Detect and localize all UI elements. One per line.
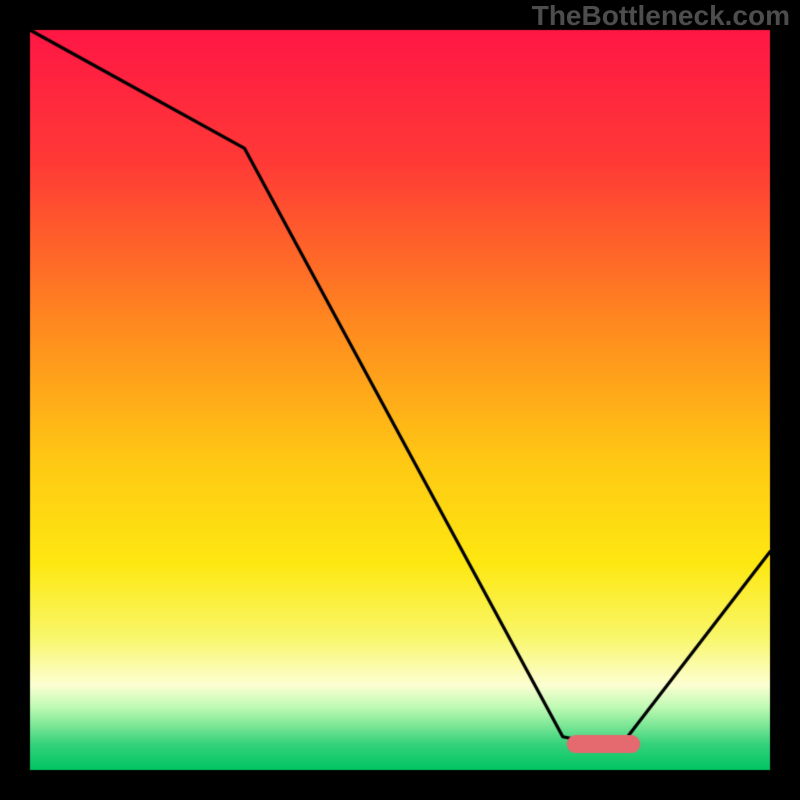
watermark-text: TheBottleneck.com	[532, 0, 790, 32]
chart-container: TheBottleneck.com	[0, 0, 800, 800]
bottleneck-gradient-chart	[0, 0, 800, 800]
